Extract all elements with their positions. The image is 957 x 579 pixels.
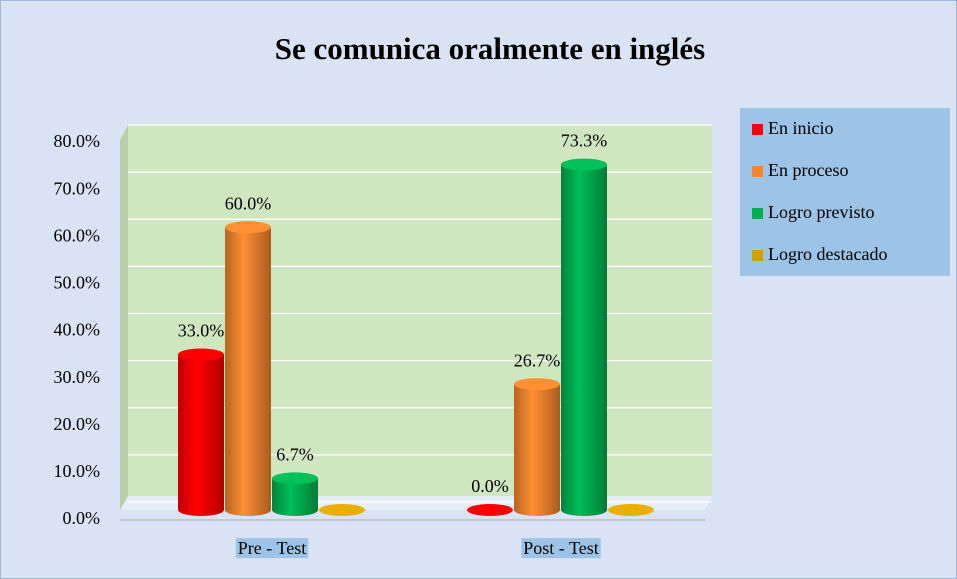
legend-label: Logro destacado [768,244,887,264]
data-label: 33.0% [178,321,225,341]
bar-top [467,504,513,516]
bar [561,158,607,516]
bar-bottom [514,504,560,516]
x-tick-label: Pre - Test [238,538,306,558]
bar-body [514,384,560,510]
x-tick-label: Post - Test [523,538,598,558]
y-tick-label: 50.0% [54,273,101,293]
bar [319,504,365,516]
legend-swatch [752,166,763,177]
bar [272,472,318,516]
legend-swatch [752,250,763,261]
x-label-highlight [521,538,601,559]
bar-top [225,221,271,234]
y-tick-label: 30.0% [54,367,101,387]
legend-label: En proceso [768,160,848,180]
bar-top [178,348,224,361]
y-tick-label: 20.0% [54,414,101,434]
bar [467,504,513,516]
x-label-highlight [235,538,309,559]
legend-label: Logro previsto [768,202,874,222]
side-wall [120,125,128,510]
bar-bottom [561,504,607,516]
bar-bottom [225,504,271,516]
bar-bottom [272,504,318,516]
bar-body [178,354,224,510]
bar [608,504,654,516]
chart-title: Se comunica oralmente en inglés [275,31,706,66]
bar-top [319,504,365,516]
bar [514,378,560,516]
legend-swatch [752,124,763,135]
bar [178,348,224,516]
data-label: 26.7% [514,350,561,370]
bar-top [561,158,607,171]
bar-top [514,378,560,391]
y-tick-label: 40.0% [54,320,101,340]
bar [225,221,271,516]
legend-swatch [752,208,763,219]
bar-body [225,227,271,510]
legend-box [740,108,950,276]
legend-label: En inicio [768,118,834,138]
data-label: 73.3% [561,131,608,151]
bar-bottom [178,504,224,516]
bar-top [272,472,318,485]
data-label: 0.0% [471,476,509,496]
y-tick-label: 10.0% [54,461,101,481]
y-tick-label: 0.0% [63,508,101,528]
bar-top [608,504,654,516]
y-tick-label: 80.0% [54,131,101,151]
y-tick-label: 70.0% [54,178,101,198]
data-label: 6.7% [276,445,314,465]
y-tick-label: 60.0% [54,225,101,245]
bar-body [561,164,607,511]
data-label: 60.0% [225,193,272,213]
